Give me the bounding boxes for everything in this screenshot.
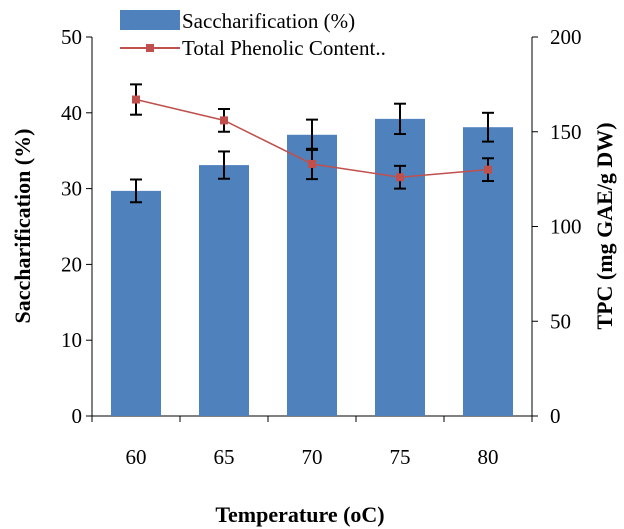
x-tick-label: 75	[390, 445, 411, 469]
legend-marker-tpc	[146, 44, 154, 52]
x-tick-label: 80	[478, 445, 499, 469]
y-right-tick-label: 0	[550, 404, 561, 428]
bar	[375, 118, 425, 416]
bar-error-bars-group	[130, 102, 494, 204]
bar	[287, 134, 337, 417]
y-axis-left-title: Saccharification (%)	[10, 129, 35, 324]
y-right-tick-label: 150	[550, 120, 582, 144]
y-left-tick-label: 20	[61, 252, 82, 276]
y-left-tick-label: 30	[61, 177, 82, 201]
y-right-tick-label: 50	[550, 309, 571, 333]
tpc-point	[132, 95, 140, 104]
tick-labels-group: 0 10 20 30 40 50 0 50 100 150 200 60 65 70 75 80	[61, 25, 582, 469]
legend-label-tpc: Total Phenolic Content..	[182, 36, 386, 60]
y-left-tick-label: 40	[61, 101, 82, 125]
line-series-group	[130, 83, 494, 190]
tpc-point	[220, 116, 228, 125]
tpc-point	[484, 165, 492, 174]
bar	[111, 190, 161, 416]
y-left-tick-label: 10	[61, 328, 82, 352]
x-tick-label: 65	[214, 445, 235, 469]
tpc-point	[396, 173, 404, 182]
tpc-point	[308, 159, 316, 168]
legend: Saccharification (%) Total Phenolic Cont…	[120, 9, 386, 60]
bar	[199, 165, 249, 416]
y-left-tick-label: 0	[72, 404, 83, 428]
legend-swatch-saccharification	[120, 10, 180, 30]
y-left-tick-label: 50	[61, 25, 82, 49]
x-axis-title: Temperature (oC)	[215, 502, 384, 527]
y-axis-right-title: TPC (mg GAE/g DW)	[592, 122, 617, 329]
x-tick-label: 70	[302, 445, 323, 469]
y-right-tick-label: 100	[550, 215, 582, 239]
x-tick-label: 60	[126, 445, 147, 469]
legend-label-saccharification: Saccharification (%)	[182, 9, 355, 33]
y-right-tick-label: 200	[550, 25, 582, 49]
